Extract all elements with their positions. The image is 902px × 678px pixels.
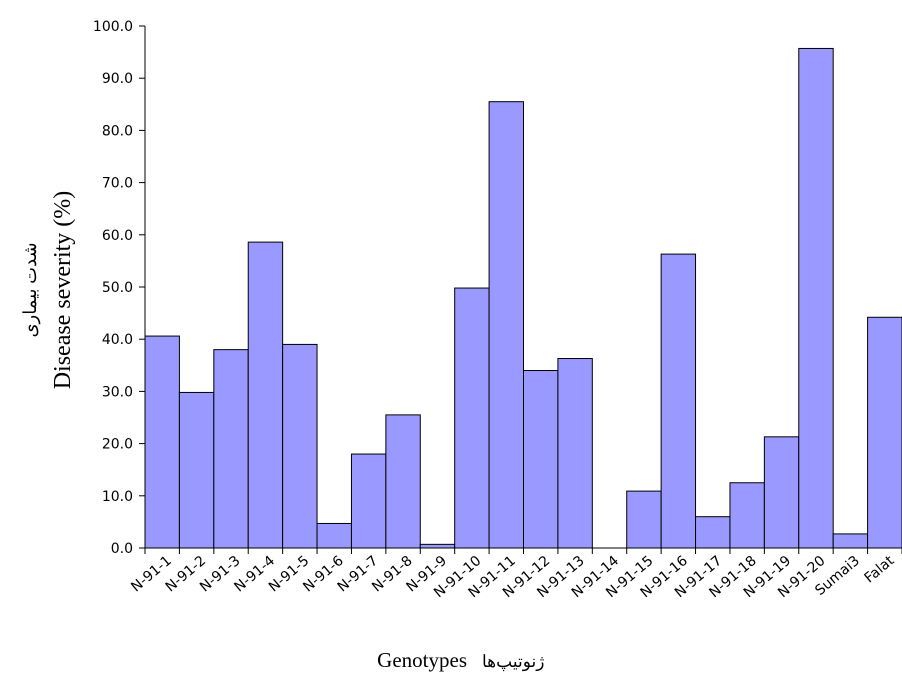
y-axis-title: Disease severity (%) <box>50 191 76 390</box>
bar-N-91-8 <box>385 414 421 549</box>
y-tick-label: 90.0 <box>102 71 133 87</box>
y-tick-label: 10.0 <box>102 489 133 505</box>
bar-N-91-20 <box>798 47 834 549</box>
bar-N-91-11 <box>488 101 525 549</box>
y-tick-label: 40.0 <box>102 332 133 348</box>
bar-N-91-16 <box>660 253 697 549</box>
y-tick-label: 100.0 <box>93 19 133 35</box>
y-tick-label: 80.0 <box>102 123 133 139</box>
bar-N-91-18 <box>729 482 765 549</box>
y-axis-title-persian: شدت بیماری <box>20 242 41 337</box>
bar-Sumai3 <box>832 533 869 549</box>
bar-N-91-15 <box>626 490 662 549</box>
y-tick-label: 0.0 <box>111 541 133 557</box>
y-tick-label: 60.0 <box>102 228 133 244</box>
bar-N-91-7 <box>350 453 387 549</box>
y-axis-ticks: 0.0 10.0 20.0 30.0 40.0 50.0 60.0 70.0 80.0 90.0 1… <box>93 19 145 557</box>
bar-N-91-17 <box>695 516 731 549</box>
bar-N-91-6 <box>316 522 352 549</box>
bar-N-91-13 <box>557 358 593 549</box>
bar-N-91-9 <box>419 543 456 549</box>
bar-N-91-4 <box>247 241 284 549</box>
bar-N-91-1 <box>144 335 180 549</box>
y-tick-label: 30.0 <box>102 384 133 400</box>
bar-N-91-3 <box>213 349 249 549</box>
bar-N-91-5 <box>282 343 318 549</box>
bars-group <box>144 47 902 549</box>
bar-N-91-2 <box>178 391 215 549</box>
bar-N-91-12 <box>523 370 559 549</box>
x-axis-title-persian: ژنوتیپ‌ها <box>482 652 544 672</box>
x-axis-ticks: N-91-1N-91-2N-91-3N-91-4N-91-5N-91-6N-91… <box>128 548 902 601</box>
y-tick-label: 70.0 <box>102 176 133 192</box>
x-axis-title: Genotypes <box>377 648 467 672</box>
bar-Falat <box>867 316 902 549</box>
bar-N-91-19 <box>763 436 800 549</box>
y-tick-label: 50.0 <box>102 280 133 296</box>
bar-N-91-10 <box>454 287 490 549</box>
x-tick-label: Falat <box>862 552 898 586</box>
y-tick-label: 20.0 <box>102 437 133 453</box>
